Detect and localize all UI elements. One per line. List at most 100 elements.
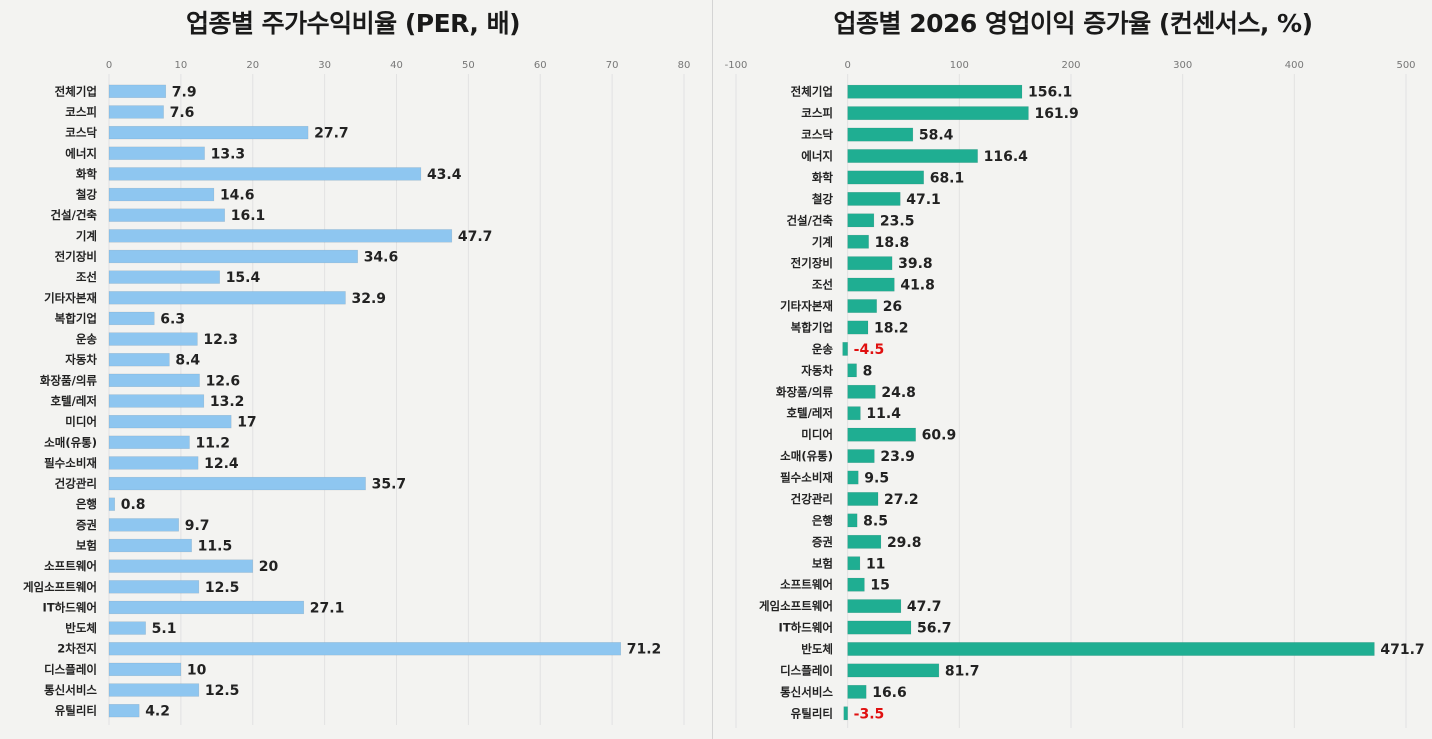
value-label: 27.2 bbox=[884, 492, 919, 508]
bar bbox=[108, 456, 199, 470]
category-label: IT하드웨어 bbox=[779, 621, 833, 635]
value-label: 12.3 bbox=[203, 332, 238, 348]
bar bbox=[108, 208, 225, 222]
category-label: 디스플레이 bbox=[44, 662, 97, 676]
bar bbox=[108, 414, 232, 429]
bar bbox=[108, 642, 621, 656]
value-label: 12.4 bbox=[204, 456, 239, 472]
category-label: 소프트웨어 bbox=[44, 559, 97, 573]
value-label: 18.2 bbox=[874, 320, 909, 336]
bar bbox=[847, 427, 916, 442]
x-tick-label: 200 bbox=[1061, 60, 1080, 71]
profit-growth-chart-title: 업종별 2026 영업이익 증가율 (컨센서스, %) bbox=[833, 9, 1314, 38]
bar bbox=[108, 187, 215, 202]
bar bbox=[847, 256, 893, 271]
bar bbox=[108, 249, 358, 264]
category-label: 복합기업 bbox=[791, 320, 833, 334]
value-label: 9.5 bbox=[864, 471, 889, 487]
category-label: 화학 bbox=[812, 170, 834, 184]
per-chart-title: 업종별 주가수익비율 (PER, 배) bbox=[185, 9, 521, 38]
profit-growth-chart-panel: 업종별 2026 영업이익 증가율 (컨센서스, %) -100 0 100 200 3… bbox=[712, 0, 1432, 739]
value-label: 161.9 bbox=[1034, 106, 1078, 122]
bar bbox=[847, 191, 901, 206]
bar bbox=[108, 621, 146, 635]
value-label: 8.5 bbox=[863, 513, 888, 529]
category-label: 필수소비재 bbox=[44, 456, 97, 470]
category-label: 건설/건축 bbox=[50, 208, 97, 222]
bar bbox=[108, 84, 167, 98]
category-label: 조선 bbox=[76, 270, 97, 284]
bar bbox=[108, 332, 198, 346]
value-label: 32.9 bbox=[351, 291, 386, 307]
value-label: 18.8 bbox=[875, 235, 910, 251]
bar bbox=[847, 170, 924, 185]
x-tick-label: 100 bbox=[950, 60, 969, 71]
value-label: 13.3 bbox=[211, 146, 246, 162]
value-label: 26 bbox=[883, 299, 902, 315]
bar bbox=[108, 291, 346, 305]
value-label: 47.7 bbox=[907, 599, 942, 615]
x-tick-label: 40 bbox=[390, 60, 403, 71]
category-label: 기타자본재 bbox=[780, 299, 833, 313]
value-label: 8 bbox=[863, 363, 873, 379]
value-label: 12.6 bbox=[206, 373, 241, 389]
category-label: 화장품/의류 bbox=[776, 385, 834, 399]
category-label: 전체기업 bbox=[55, 84, 97, 98]
category-label: 화학 bbox=[76, 167, 98, 181]
category-label: 반도체 bbox=[65, 621, 97, 635]
category-label: 미디어 bbox=[801, 428, 833, 442]
value-label: 11 bbox=[866, 556, 885, 572]
value-label: 60.9 bbox=[922, 428, 957, 444]
category-label: 미디어 bbox=[65, 415, 97, 429]
bar bbox=[108, 662, 182, 677]
category-label: 반도체 bbox=[801, 642, 833, 656]
bar bbox=[108, 373, 200, 388]
category-label: 은행 bbox=[812, 513, 833, 527]
bar bbox=[108, 270, 220, 284]
value-label: 68.1 bbox=[930, 170, 965, 186]
bar bbox=[847, 642, 1375, 656]
category-label: 철강 bbox=[812, 192, 834, 206]
value-label: 24.8 bbox=[881, 385, 916, 401]
bar bbox=[847, 599, 902, 614]
bar bbox=[847, 106, 1029, 121]
x-tick-label: 0 bbox=[106, 60, 112, 71]
category-label: 건강관리 bbox=[791, 492, 833, 506]
category-label: 자동차 bbox=[801, 363, 833, 377]
value-label: 47.7 bbox=[458, 229, 493, 245]
bar bbox=[847, 363, 857, 378]
bar bbox=[108, 683, 200, 697]
value-label: 23.5 bbox=[880, 213, 915, 229]
value-label: 12.5 bbox=[205, 580, 240, 596]
value-label: 47.1 bbox=[906, 192, 941, 208]
value-label: 39.8 bbox=[898, 256, 933, 272]
value-label: 17 bbox=[237, 415, 256, 431]
bar bbox=[847, 149, 978, 163]
bar bbox=[108, 518, 179, 532]
per-chart-panel: 업종별 주가수익비율 (PER, 배) 0 10 20 30 40 50 60 70 80 전체기… bbox=[0, 0, 706, 739]
bar bbox=[847, 299, 877, 313]
category-label: 은행 bbox=[76, 497, 97, 511]
bar bbox=[108, 497, 115, 511]
category-label: 코스닥 bbox=[801, 128, 833, 142]
category-label: 소프트웨어 bbox=[780, 578, 833, 592]
value-label: 7.6 bbox=[170, 105, 195, 121]
category-label: 코스피 bbox=[65, 105, 97, 119]
x-tick-label: 500 bbox=[1396, 60, 1415, 71]
bar bbox=[842, 342, 848, 356]
category-label: 전기장비 bbox=[55, 249, 97, 263]
bar bbox=[108, 125, 309, 140]
category-label: 철강 bbox=[76, 188, 98, 202]
value-label: 6.3 bbox=[160, 311, 185, 327]
category-label: IT하드웨어 bbox=[43, 600, 97, 614]
value-label: 15 bbox=[870, 578, 889, 594]
bar bbox=[847, 492, 879, 506]
value-label: 10 bbox=[187, 662, 207, 678]
category-label: 운송 bbox=[812, 342, 834, 356]
category-label: 기타자본재 bbox=[44, 291, 97, 305]
value-label: 4.2 bbox=[145, 704, 170, 720]
x-tick-label: 300 bbox=[1173, 60, 1192, 71]
x-tick-label: 10 bbox=[175, 60, 188, 71]
bar bbox=[847, 684, 867, 699]
value-label: 5.1 bbox=[152, 621, 177, 637]
